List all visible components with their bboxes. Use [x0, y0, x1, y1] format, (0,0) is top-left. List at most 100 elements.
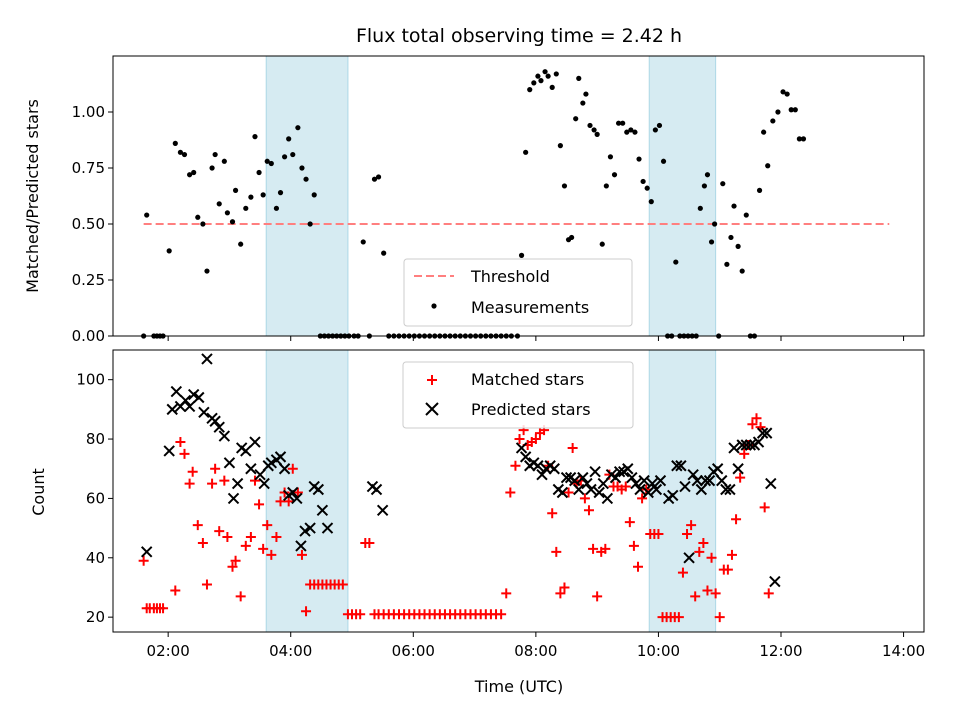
matched-star-point — [751, 413, 762, 424]
predicted-star-point — [687, 468, 699, 481]
matched-star-point — [175, 437, 186, 448]
measurement-point — [712, 221, 718, 227]
matched-star-point — [600, 543, 611, 554]
matched-star-point — [710, 588, 721, 599]
y-tick-label: 0.50 — [72, 215, 105, 233]
measurement-point — [277, 190, 284, 196]
measurement-point — [523, 149, 529, 155]
predicted-star-point — [638, 474, 650, 487]
predicted-star-point — [613, 465, 626, 478]
matched-star-point — [677, 567, 688, 578]
measurement-point — [264, 158, 270, 164]
matched-star-point — [682, 529, 693, 540]
predicted-star-point — [711, 463, 724, 475]
matched-star-point — [726, 549, 737, 560]
matched-star-point — [222, 532, 233, 543]
predicted-star-point — [163, 445, 175, 457]
measurement-point — [720, 181, 726, 187]
matched-star-point — [763, 588, 774, 599]
x-tick-label: 14:00 — [882, 642, 925, 660]
measurement-point — [731, 203, 737, 209]
matched-star-point — [673, 612, 684, 623]
legend-measurements-label: Measurements — [471, 298, 589, 317]
measurement-point — [632, 129, 638, 135]
predicted-star-point — [675, 460, 687, 472]
y-tick-label: 100 — [76, 371, 105, 389]
predicted-star-point — [740, 439, 752, 451]
measurement-point — [273, 205, 280, 211]
predicted-star-point — [231, 477, 244, 490]
matched-star-point — [633, 561, 644, 572]
matched-star-point — [706, 552, 717, 563]
matched-star-point — [258, 543, 269, 554]
chart-title: Flux total observing time = 2.42 h — [356, 25, 682, 47]
matched-star-point — [184, 478, 195, 489]
legend-matched-swatch — [427, 375, 437, 385]
measurement-point — [761, 129, 767, 135]
measurement-point — [640, 178, 646, 185]
measurement-point — [299, 165, 305, 171]
shaded-interval — [265, 55, 349, 337]
matched-star-point — [628, 540, 639, 551]
measurement-point — [268, 160, 274, 167]
predicted-star-point — [691, 474, 703, 487]
measurement-point — [607, 154, 614, 160]
measurement-point — [728, 234, 734, 241]
measurement-point — [260, 192, 266, 198]
predicted-star-point — [304, 522, 316, 534]
matched-star-point — [197, 537, 208, 548]
x-tick-label: 06:00 — [392, 642, 435, 660]
matched-star-point — [187, 466, 198, 477]
matched-star-point — [588, 543, 599, 554]
measurement-point — [561, 183, 568, 189]
matched-star-point — [731, 514, 742, 525]
predicted-star-point — [532, 460, 544, 472]
predicted-star-point — [699, 474, 712, 487]
measurement-point — [252, 134, 258, 140]
measurement-point — [538, 78, 544, 84]
matched-star-point — [510, 460, 521, 471]
y-tick-label: 1.00 — [72, 103, 105, 121]
matched-star-point — [296, 549, 307, 560]
predicted-star-point — [179, 394, 192, 407]
predicted-star-point — [140, 546, 153, 558]
predicted-star-point — [646, 477, 659, 490]
predicted-star-point — [274, 451, 287, 463]
measurement-point — [295, 125, 301, 131]
measurement-point — [535, 73, 541, 79]
matched-star-point — [501, 588, 512, 599]
predicted-star-point — [198, 406, 210, 419]
legend-predicted-label: Predicted stars — [471, 400, 591, 419]
measurement-point — [594, 131, 600, 137]
matched-star-point — [271, 532, 282, 543]
matched-star-point — [698, 537, 709, 548]
measurement-point — [573, 116, 579, 122]
measurement-point — [636, 156, 642, 162]
matched-star-point — [559, 582, 570, 593]
axes-frame — [112, 55, 925, 337]
matched-star-point — [337, 579, 348, 590]
measurement-point — [311, 192, 317, 198]
matched-star-point — [637, 493, 648, 504]
predicted-star-point — [756, 427, 769, 439]
predicted-star-point — [321, 522, 334, 534]
matched-star-point — [702, 585, 713, 596]
predicted-star-point — [679, 480, 691, 493]
measurement-point — [591, 127, 597, 133]
predicted-star-point — [597, 477, 609, 490]
matched-star-point — [266, 549, 277, 560]
predicted-star-point — [724, 483, 736, 496]
matched-star-point — [262, 520, 273, 531]
x-tick-label: 12:00 — [759, 642, 802, 660]
matched-star-point — [759, 502, 770, 513]
measurement-point — [381, 250, 387, 256]
y-tick-label: 40 — [86, 549, 105, 567]
top-panel-matched-predicted-ratio: 0.00 0.25 0.50 0.75 1.00 Threshold Measurement… — [72, 55, 925, 345]
matched-star-point — [230, 555, 241, 566]
predicted-star-point — [634, 483, 646, 496]
predicted-star-point — [170, 385, 183, 398]
matched-star-point — [567, 442, 578, 453]
predicted-star-point — [519, 451, 532, 463]
matched-star-point — [283, 496, 294, 507]
measurement-point — [652, 127, 658, 133]
